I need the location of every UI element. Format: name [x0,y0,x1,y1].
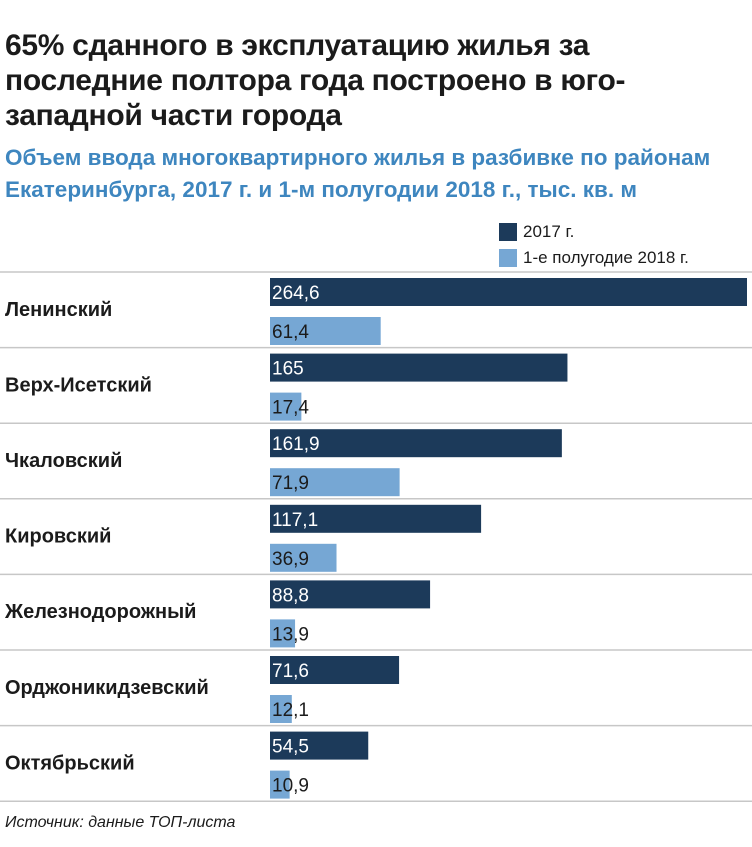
data-label: 161,9 [272,434,320,455]
source-note: Источник: данные ТОП-листа [5,814,236,831]
bar [270,656,400,684]
category-label: Чкаловский [5,450,122,472]
legend: 2017 г. 1-е полугодие 2018 г. [499,220,689,272]
data-label: 54,5 [272,737,309,758]
category-label: Кировский [5,526,111,548]
bar [270,619,296,648]
category-label: Октябрьский [5,752,135,774]
data-label: 12,1 [272,700,309,721]
bar [270,580,431,609]
data-label: 13,9 [272,624,309,645]
legend-swatch-2018 [499,249,517,267]
bar [270,543,337,572]
data-label: 71,9 [272,473,309,494]
category-label: Железнодорожный [4,601,196,623]
bar [270,468,400,497]
category-label: Орджоникидзевский [5,677,209,699]
legend-item-2017: 2017 г. [499,220,689,244]
category-label: Ленинский [5,299,112,321]
headline: 65% сданного в эксплуатацию жилья за пос… [5,29,626,132]
bar [270,695,292,723]
legend-swatch-2017 [499,223,517,241]
bar [270,770,290,799]
bar [270,317,381,345]
bar [270,278,747,306]
data-label: 17,4 [272,398,309,419]
data-label: 165 [272,359,304,380]
category-label: Верх-Исетский [5,374,152,396]
bar [270,392,302,421]
data-label: 264,6 [272,283,320,304]
legend-item-2018: 1-е полугодие 2018 г. [499,246,689,270]
legend-label-2017: 2017 г. [523,222,575,241]
data-label: 10,9 [272,776,309,797]
bar [270,504,482,533]
data-label: 117,1 [272,510,318,531]
data-label: 88,8 [272,585,309,606]
bar [270,731,369,760]
chart-subtitle: Объем ввода многоквартирного жилья в раз… [5,145,711,202]
bar [270,429,562,458]
bar [270,353,568,382]
data-label: 61,4 [272,322,309,343]
data-label: 36,9 [272,549,309,570]
legend-label-2018: 1-е полугодие 2018 г. [523,248,689,267]
data-label: 71,6 [272,661,309,682]
